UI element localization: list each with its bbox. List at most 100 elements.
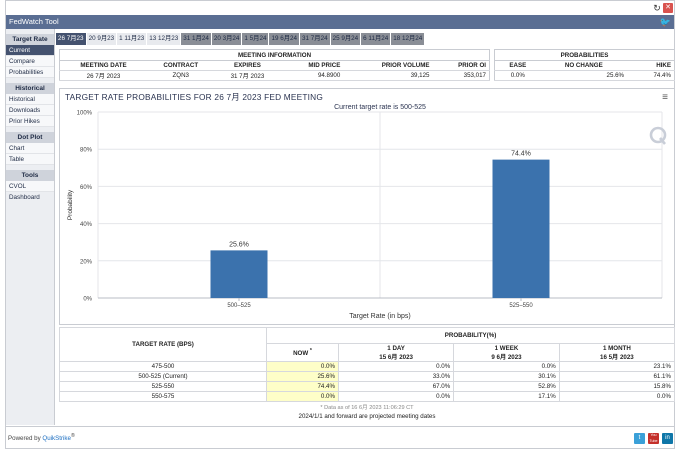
mid-price-value: 94.8900 (280, 70, 344, 81)
sidebar-item-probabilities[interactable]: Probabilities (6, 67, 54, 78)
sidebar-section-dot-plot: Dot Plot (6, 132, 54, 143)
one-day-cell: 0.0% (337, 391, 455, 402)
tab-meeting[interactable]: 6 11月24 (361, 33, 391, 45)
quikstrike-q-icon (649, 126, 667, 145)
header-hike: HIKE (627, 60, 675, 71)
meeting-info-table: MEETING INFORMATION MEETING DATE CONTRAC… (59, 49, 490, 81)
tab-meeting[interactable]: 13 12月23 (147, 33, 181, 45)
tab-meeting[interactable]: 18 12月24 (391, 33, 425, 45)
projected-dates-note: 2024/1/1 and forward are projected meeti… (298, 413, 436, 420)
header-mid-price: MID PRICE (280, 60, 344, 71)
y-tick-label: 60% (80, 185, 93, 191)
sidebar-item-current[interactable]: Current (6, 45, 54, 56)
tab-meeting[interactable]: 26 7月23 (56, 33, 86, 45)
y-tick-label: 100% (77, 111, 93, 117)
title-bar: FedWatch Tool 🐦 (6, 15, 674, 29)
now-cell: 74.4% (266, 381, 339, 392)
tab-meeting[interactable]: 20 3月24 (211, 33, 242, 45)
header-prior-oi: PRIOR OI (432, 60, 490, 71)
refresh-icon[interactable]: ↻ (653, 3, 661, 13)
sidebar-item-downloads[interactable]: Downloads (6, 105, 54, 116)
tab-meeting[interactable]: 19 6月24 (269, 33, 300, 45)
y-tick-label: 40% (80, 222, 93, 228)
linkedin-icon[interactable]: in (662, 433, 673, 444)
header-meeting-date: MEETING DATE (59, 60, 148, 71)
close-icon[interactable]: ✕ (663, 3, 673, 13)
chart-title: TARGET RATE PROBABILITIES FOR 26 7月 2023… (65, 92, 323, 102)
data-label: 25.6% (229, 241, 249, 248)
app-title: FedWatch Tool (9, 17, 59, 26)
sidebar-item-compare[interactable]: Compare (6, 56, 54, 67)
sidebar: Target Rate Current Compare Probabilitie… (6, 29, 55, 425)
rate-cell: 525-550 (59, 381, 267, 392)
hamburger-menu-icon[interactable]: ≡ (662, 92, 668, 103)
sidebar-section-target-rate: Target Rate (6, 34, 54, 45)
one-day-cell: 33.0% (337, 371, 455, 382)
now-cell: 25.6% (266, 371, 339, 382)
tab-meeting[interactable]: 25 9月24 (330, 33, 361, 45)
y-tick-label: 0% (83, 297, 92, 303)
table-row: 475-500 0.0% 0.0% 0.0% 23.1% (59, 361, 676, 372)
twitter-icon[interactable]: t (634, 433, 645, 444)
rate-cell: 550-575 (59, 391, 267, 402)
y-tick-label: 80% (80, 148, 93, 154)
table-row: 550-575 0.0% 0.0% 17.1% 0.0% (59, 391, 676, 402)
top-toolbar: ↻ ✕ (6, 1, 674, 15)
sidebar-item-cvol-dashboard[interactable]: CVOL Dashboard (6, 181, 54, 201)
now-cell: 0.0% (266, 361, 339, 372)
col-header-label: 1 DAY (387, 344, 405, 352)
quikstrike-link[interactable]: QuikStrike (42, 435, 71, 443)
header-contract: CONTRACT (147, 60, 215, 71)
rate-cell: 475-500 (59, 361, 267, 372)
chart-subtitle: Current target rate is 500-525 (334, 104, 426, 111)
one-week-cell: 30.1% (453, 371, 560, 382)
one-day-cell: 67.0% (337, 381, 455, 392)
ease-value: 0.0% (494, 70, 541, 81)
col-header-1-day: 1 DAY 15 6月 2023 (337, 343, 455, 362)
one-month-cell: 61.1% (558, 371, 676, 382)
x-axis-label: Target Rate (in bps) (349, 313, 410, 320)
one-month-cell: 23.1% (558, 361, 676, 372)
sidebar-item-historical[interactable]: Historical (6, 94, 54, 105)
rate-cell: 500-525 (Current) (59, 371, 267, 382)
col-header-now-label: NOW (293, 350, 309, 358)
tab-meeting[interactable]: 1 11月23 (117, 33, 147, 45)
footer-bar: Powered by QuikStrike® t You Tube in (6, 426, 674, 449)
tab-meeting[interactable]: 20 9月23 (86, 33, 117, 45)
sidebar-item-prior-hikes[interactable]: Prior Hikes (6, 116, 54, 127)
col-header-1-month: 1 MONTH 16 5月 2023 (558, 343, 676, 362)
one-week-cell: 0.0% (453, 361, 560, 372)
youtube-icon[interactable]: You Tube (648, 433, 659, 444)
target-rate-header: TARGET RATE (BPS) (59, 327, 267, 362)
x-tick-label: 525–550 (509, 303, 533, 309)
expires-value: 31 7月 2023 (214, 70, 281, 81)
header-ease: EASE (494, 60, 541, 71)
sidebar-item-table[interactable]: Table (6, 154, 54, 165)
tab-meeting[interactable]: 1 5月24 (242, 33, 269, 45)
sidebar-item-chart[interactable]: Chart (6, 143, 54, 154)
probabilities-caption: PROBABILITIES (494, 49, 675, 61)
one-week-cell: 17.1% (453, 391, 560, 402)
col-header-1-week: 1 WEEK 9 6月 2023 (453, 343, 560, 362)
meeting-date-value: 26 7月 2023 (59, 70, 148, 81)
chart-panel: TARGET RATE PROBABILITIES FOR 26 7月 2023… (59, 88, 675, 325)
tab-meeting[interactable]: 31 1月24 (181, 33, 211, 45)
bar-chart: Current target rate is 500-525 0% 20% 40% 60… (67, 104, 667, 320)
meeting-tabs: 26 7月23 20 9月23 1 11月23 13 12月23 31 1月24… (56, 33, 425, 45)
col-header-now-mark: * (309, 347, 312, 354)
sidebar-section-tools: Tools (6, 170, 54, 181)
twitter-icon[interactable]: 🐦 (659, 17, 671, 27)
col-header-date: 9 6月 2023 (491, 353, 522, 361)
one-day-cell: 0.0% (337, 361, 455, 372)
table-row: 525-550 74.4% 67.0% 52.8% 15.8% (59, 381, 676, 392)
prior-oi-value: 353,017 (432, 70, 490, 81)
probability-table: TARGET RATE (BPS) PROBABILITY(%) NOW * 1… (59, 327, 676, 402)
registered-mark: ® (70, 433, 75, 439)
col-header-date: 16 5月 2023 (600, 353, 634, 361)
probabilities-summary-table: PROBABILITIES EASE NO CHANGE HIKE 0.0% 2… (494, 49, 675, 81)
col-header-label: 1 MONTH (602, 344, 631, 352)
tab-meeting[interactable]: 31 7月24 (300, 33, 330, 45)
hike-value: 74.4% (627, 70, 675, 81)
powered-by: Powered by QuikStrike® (8, 433, 75, 442)
header-no-change: NO CHANGE (540, 60, 628, 71)
